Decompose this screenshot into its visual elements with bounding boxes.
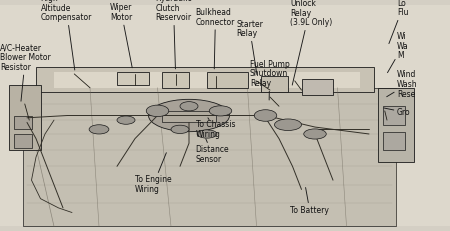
- Ellipse shape: [209, 106, 232, 116]
- Ellipse shape: [171, 125, 189, 134]
- Text: Bulkhead
Connector: Bulkhead Connector: [196, 8, 235, 69]
- Text: To Engine
Wiring: To Engine Wiring: [135, 153, 171, 194]
- FancyBboxPatch shape: [382, 106, 405, 125]
- FancyBboxPatch shape: [162, 111, 216, 122]
- Text: A/C-Heater
Blower Motor
Resistor: A/C-Heater Blower Motor Resistor: [0, 44, 51, 101]
- Text: Wiper
Motor: Wiper Motor: [110, 3, 133, 68]
- FancyBboxPatch shape: [9, 85, 40, 150]
- FancyBboxPatch shape: [261, 76, 288, 92]
- Ellipse shape: [304, 129, 326, 139]
- Text: Gro: Gro: [384, 108, 410, 116]
- Text: Distance
Sensor: Distance Sensor: [196, 139, 230, 164]
- Ellipse shape: [254, 110, 277, 121]
- Ellipse shape: [274, 119, 302, 131]
- Ellipse shape: [89, 125, 109, 134]
- Text: Hydraulic
Clutch
Reservoir: Hydraulic Clutch Reservoir: [155, 0, 192, 69]
- FancyBboxPatch shape: [302, 79, 333, 95]
- FancyBboxPatch shape: [14, 116, 32, 129]
- Text: Part
Throttle
Unlock
Relay
(3.9L Only): Part Throttle Unlock Relay (3.9L Only): [290, 0, 333, 85]
- FancyBboxPatch shape: [382, 132, 405, 150]
- FancyBboxPatch shape: [14, 134, 32, 148]
- FancyBboxPatch shape: [0, 5, 450, 226]
- Ellipse shape: [148, 99, 230, 132]
- Text: To Battery: To Battery: [290, 188, 329, 215]
- Text: Fuel Pump
Shutdown
Relay: Fuel Pump Shutdown Relay: [250, 60, 289, 100]
- FancyBboxPatch shape: [54, 72, 360, 88]
- Text: High
Altitude
Compensator: High Altitude Compensator: [40, 0, 92, 70]
- Text: Starter
Relay: Starter Relay: [236, 20, 263, 75]
- Text: To Chassis
Wiring: To Chassis Wiring: [196, 118, 235, 139]
- FancyBboxPatch shape: [36, 67, 374, 92]
- Text: Lo
Flu: Lo Flu: [389, 0, 409, 44]
- FancyBboxPatch shape: [207, 72, 248, 88]
- Text: Wi
Wa
M: Wi Wa M: [387, 32, 409, 73]
- Ellipse shape: [197, 130, 217, 138]
- FancyBboxPatch shape: [117, 72, 148, 85]
- Text: Wind
Wash
Rese: Wind Wash Rese: [387, 70, 418, 98]
- Polygon shape: [22, 88, 396, 226]
- FancyBboxPatch shape: [162, 72, 189, 88]
- Ellipse shape: [117, 116, 135, 124]
- Ellipse shape: [180, 102, 198, 111]
- Ellipse shape: [146, 105, 169, 117]
- FancyBboxPatch shape: [378, 88, 414, 162]
